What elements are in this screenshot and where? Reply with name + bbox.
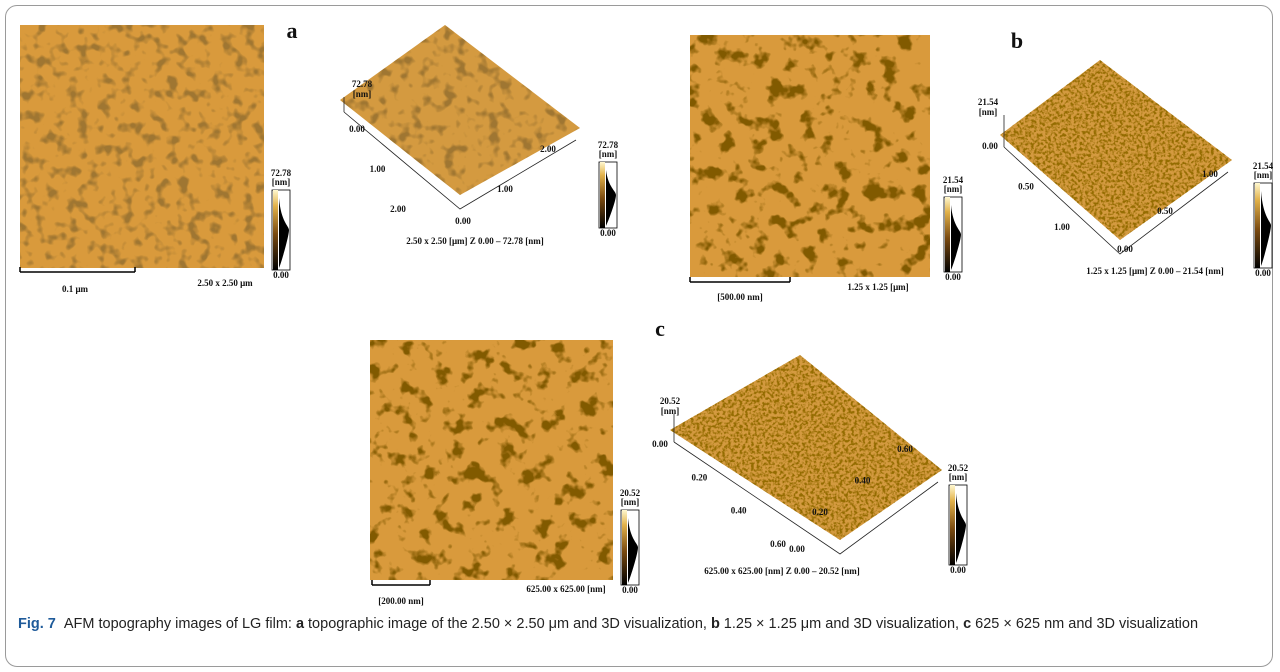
surface-texture [1000, 60, 1232, 240]
image-size: 1.25 x 1.25 [μm] [847, 282, 908, 292]
colorbar [1255, 183, 1260, 268]
z-unit: [nm] [353, 89, 372, 99]
view-caption: 625.00 x 625.00 [nm] Z 0.00 – 20.52 [nm] [704, 566, 860, 576]
origin-label: 0.00 [1117, 244, 1133, 254]
colorbar-unit: [nm] [949, 472, 968, 482]
z-unit: [nm] [661, 406, 680, 416]
colorbar-unit: [nm] [1254, 170, 1273, 180]
panel-letter: c [655, 316, 665, 341]
colorbar [600, 162, 605, 228]
colorbar [950, 485, 955, 565]
colorbar-min: 0.00 [273, 270, 289, 280]
x-tick-label: 1.00 [1054, 222, 1070, 232]
x-tick-label: 0.00 [652, 439, 668, 449]
z-max: 72.78 [352, 79, 373, 89]
y-tick-label: 2.00 [540, 144, 556, 154]
view-caption: 2.50 x 2.50 [μm] Z 0.00 – 72.78 [nm] [406, 236, 544, 246]
x-tick-label: 0.50 [1018, 182, 1034, 192]
figure: a0.1 μm2.50 x 2.50 μm72.78[nm]0.0072.78[… [0, 0, 1280, 612]
x-tick-label: 0.60 [770, 539, 786, 549]
view-caption: 1.25 x 1.25 [μm] Z 0.00 – 21.54 [nm] [1086, 266, 1224, 276]
caption-intro: AFM topography images of LG film: [64, 616, 292, 632]
afm-texture [20, 25, 264, 268]
scale-bar-label: [500.00 nm] [717, 292, 763, 302]
image-size: 2.50 x 2.50 μm [197, 278, 253, 288]
caption-text: 625 × 625 nm and 3D visualization [975, 616, 1198, 632]
x-tick-label: 1.00 [370, 164, 386, 174]
scale-bar-label: [200.00 nm] [378, 596, 424, 606]
origin-label: 0.00 [455, 216, 471, 226]
caption-letter: b [711, 616, 720, 632]
colorbar-min: 0.00 [945, 272, 961, 282]
afm-texture [690, 35, 930, 277]
y-tick-label: 0.60 [897, 444, 913, 454]
scale-bar-label: 0.1 μm [62, 284, 89, 294]
y-tick-label: 0.50 [1157, 206, 1173, 216]
colorbar-unit: [nm] [621, 497, 640, 507]
x-tick-label: 0.00 [349, 124, 365, 134]
caption-letter: a [296, 616, 304, 632]
colorbar [273, 190, 278, 270]
x-tick-label: 2.00 [390, 204, 406, 214]
caption-text: topographic image of the 2.50 × 2.50 μm … [308, 616, 707, 632]
y-tick-label: 0.20 [812, 507, 828, 517]
colorbar [622, 510, 627, 585]
x-tick-label: 0.00 [982, 141, 998, 151]
caption-label: Fig. 7 [18, 616, 56, 632]
colorbar-unit: [nm] [272, 177, 291, 187]
z-unit: [nm] [979, 107, 998, 117]
z-max: 20.52 [660, 396, 681, 406]
x-tick-label: 0.40 [731, 506, 747, 516]
colorbar-unit: [nm] [944, 184, 963, 194]
colorbar-min: 0.00 [1255, 268, 1271, 278]
caption-text: 1.25 × 1.25 μm and 3D visualization, [724, 616, 959, 632]
image-size: 625.00 x 625.00 [nm] [526, 584, 605, 594]
y-tick-label: 1.00 [1202, 169, 1218, 179]
colorbar-unit: [nm] [599, 149, 618, 159]
x-tick-label: 0.20 [691, 472, 707, 482]
origin-label: 0.00 [789, 544, 805, 554]
caption-letter: c [963, 616, 971, 632]
z-max: 21.54 [978, 97, 999, 107]
y-tick-label: 1.00 [497, 184, 513, 194]
colorbar-min: 0.00 [950, 565, 966, 575]
colorbar-min: 0.00 [622, 585, 638, 595]
panel-letter: a [287, 18, 298, 43]
afm-texture [370, 340, 613, 580]
colorbar-min: 0.00 [600, 228, 616, 238]
y-tick-label: 0.40 [855, 476, 871, 486]
colorbar [945, 197, 950, 272]
figure-caption: Fig. 7 AFM topography images of LG film:a… [18, 613, 1263, 635]
panel-letter: b [1011, 28, 1023, 53]
